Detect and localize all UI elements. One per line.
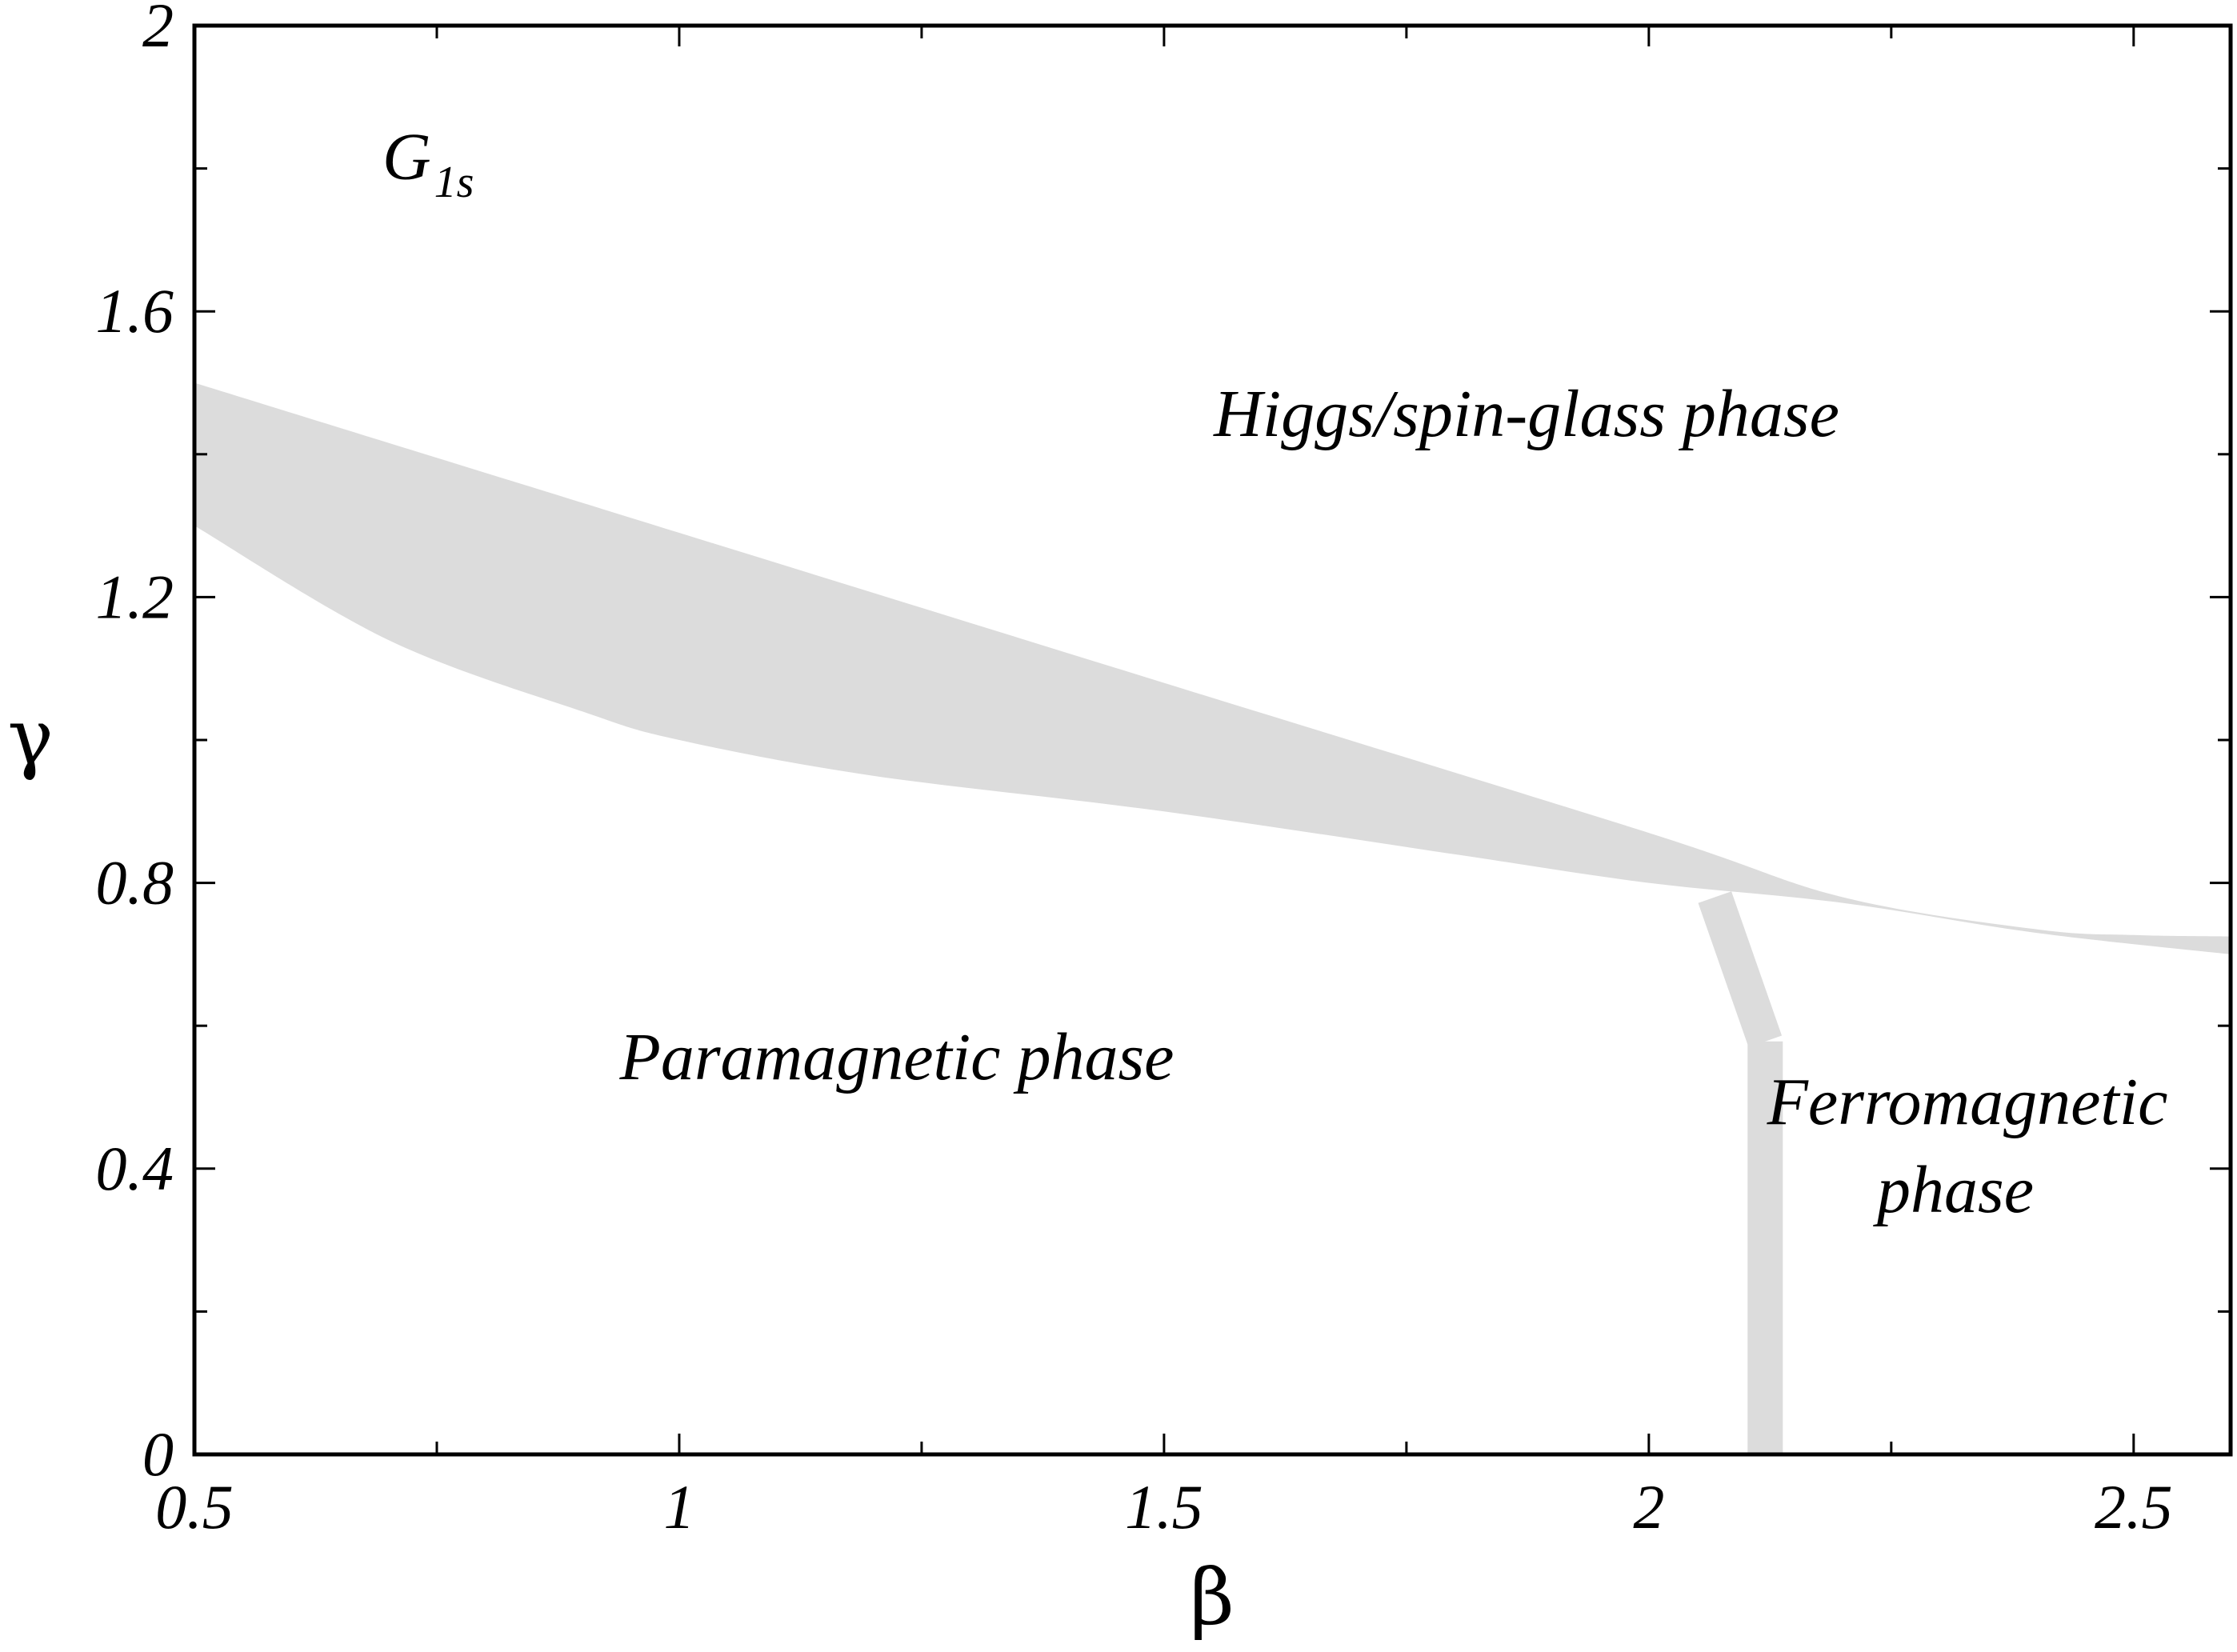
annotation-higgs-spin-glass-phase: Higgs/spin-glass phase [1213, 377, 1839, 451]
y-tick-label: 0 [142, 1419, 174, 1489]
annotation-paramagnetic-phase: Paramagnetic phase [619, 1020, 1175, 1094]
x-tick-label: 1 [663, 1472, 694, 1542]
panel-label: G 1s [382, 120, 474, 207]
x-tick-label: 2.5 [2095, 1472, 2173, 1542]
y-tick-label: 0.4 [96, 1134, 174, 1203]
tick-layer [193, 24, 2231, 1456]
tick-label-layer: 0.5 1 1.5 2 2.5 0 0.4 0.8 1.2 1.6 2 [96, 0, 2173, 1542]
y-tick-label: 1.2 [96, 562, 174, 631]
y-axis-label: γ [7, 693, 53, 782]
phase-boundary-layer [1698, 891, 1783, 1454]
panel-label-subscript: 1s [434, 158, 474, 207]
x-tick-label: 2 [1633, 1472, 1664, 1542]
annotation-ferromagnetic-phase-line1: Ferromagnetic [1767, 1065, 2168, 1139]
y-tick-label: 1.6 [96, 276, 174, 346]
y-tick-label: 0.8 [96, 848, 174, 918]
transition-band-0 [194, 382, 2231, 954]
phase-boundary-0 [1698, 891, 1783, 1048]
x-tick-label: 1.5 [1125, 1472, 1203, 1542]
panel-label-main: G [382, 120, 431, 194]
x-axis-label: β [1190, 1553, 1235, 1642]
annotation-ferromagnetic-phase-line2: phase [1873, 1153, 2034, 1227]
phase-band-layer [194, 382, 2231, 954]
y-tick-label: 2 [142, 0, 174, 60]
x-tick-label: 0.5 [155, 1472, 234, 1542]
